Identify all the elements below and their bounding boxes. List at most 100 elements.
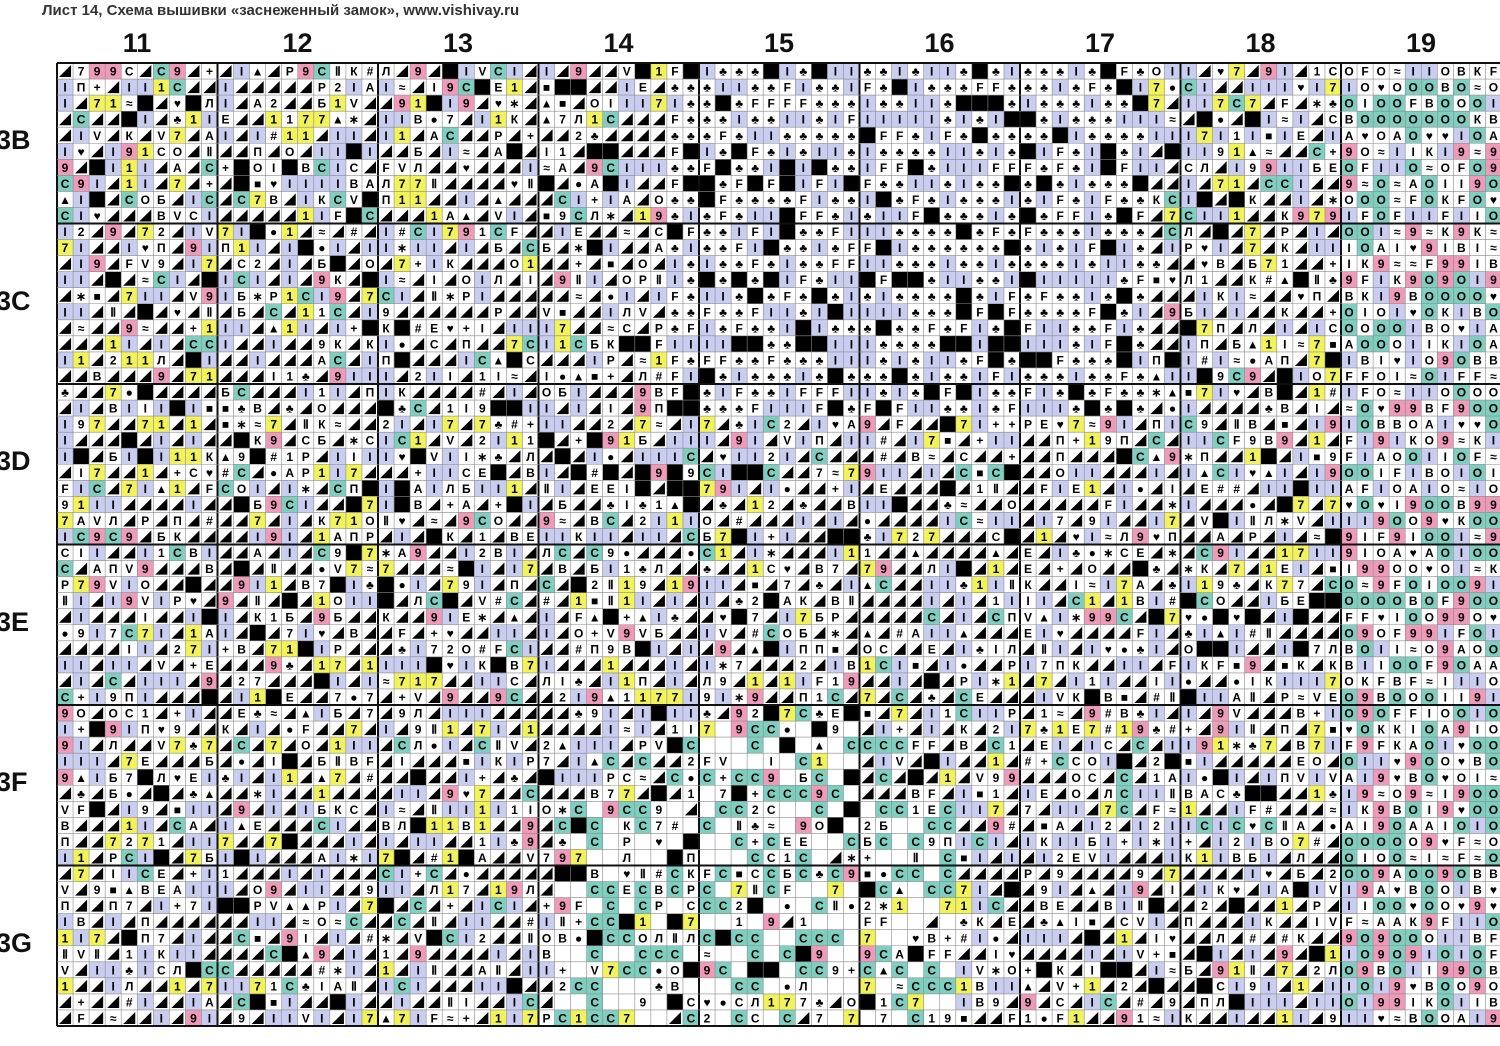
svg-text:I: I — [272, 161, 275, 175]
svg-text:♣: ♣ — [1008, 81, 1016, 95]
svg-text:I: I — [1315, 466, 1318, 480]
svg-text:E: E — [430, 321, 438, 335]
svg-text:7: 7 — [672, 691, 679, 705]
svg-text:I: I — [1187, 129, 1190, 143]
svg-text:7: 7 — [511, 337, 518, 351]
svg-text:I: I — [1187, 370, 1190, 384]
svg-text:♣: ♣ — [719, 305, 727, 319]
svg-text:I: I — [657, 450, 660, 464]
svg-text:+: + — [1185, 723, 1192, 737]
svg-text:♣: ♣ — [671, 129, 679, 143]
svg-text:♣: ♣ — [494, 418, 502, 432]
svg-text:E: E — [880, 482, 888, 496]
svg-text:I: I — [1283, 642, 1286, 656]
svg-text:I: I — [625, 81, 628, 95]
svg-text:I: I — [1155, 161, 1158, 175]
svg-text:В: В — [1409, 594, 1418, 608]
svg-text:I: I — [1203, 305, 1206, 319]
svg-text:♣: ♣ — [687, 257, 695, 271]
svg-text:1: 1 — [527, 723, 534, 737]
svg-text:С: С — [61, 209, 70, 223]
svg-text:F: F — [976, 81, 983, 95]
svg-text:F: F — [752, 97, 759, 111]
svg-text:9: 9 — [399, 707, 406, 721]
svg-text:9: 9 — [736, 434, 743, 448]
svg-text:I: I — [368, 241, 371, 255]
svg-text:♣: ♣ — [671, 209, 679, 223]
svg-text:В: В — [1441, 81, 1450, 95]
svg-text:+: + — [591, 193, 598, 207]
svg-text:А: А — [847, 418, 856, 432]
svg-text:#: # — [495, 594, 502, 608]
svg-text:7: 7 — [78, 578, 85, 592]
svg-text:F: F — [1056, 193, 1063, 207]
svg-text:С: С — [61, 546, 70, 560]
svg-text:I: I — [641, 530, 644, 544]
svg-text:I: I — [384, 723, 387, 737]
svg-text:E: E — [222, 113, 230, 127]
svg-text:9: 9 — [110, 691, 117, 705]
svg-text:♣: ♣ — [992, 193, 1000, 207]
svg-text:♣: ♣ — [1136, 65, 1144, 79]
svg-text:#: # — [1169, 594, 1176, 608]
column-label-12: 12 — [218, 28, 378, 59]
svg-text:♣: ♣ — [815, 81, 823, 95]
svg-text:V: V — [189, 289, 197, 303]
svg-text:I: I — [1235, 626, 1238, 640]
svg-text:♣: ♣ — [1024, 305, 1032, 319]
svg-text:9: 9 — [415, 546, 422, 560]
svg-text:I: I — [1428, 578, 1431, 592]
svg-text:Ⅱ: Ⅱ — [1009, 578, 1015, 592]
svg-text:П: П — [1168, 530, 1177, 544]
svg-text:9: 9 — [62, 161, 69, 175]
svg-text:I: I — [1283, 161, 1286, 175]
svg-text:I: I — [577, 386, 580, 400]
svg-text:I: I — [1091, 642, 1094, 656]
svg-text:А: А — [205, 626, 214, 640]
svg-text:1: 1 — [672, 723, 679, 737]
svg-text:С: С — [879, 578, 888, 592]
svg-text:9: 9 — [1346, 530, 1353, 544]
svg-text:I: I — [1363, 658, 1366, 672]
svg-text:I: I — [1139, 81, 1142, 95]
svg-text:1: 1 — [672, 514, 679, 528]
svg-text:♣: ♣ — [719, 113, 727, 127]
svg-text:I: I — [1171, 65, 1174, 79]
svg-text:F: F — [1008, 161, 1015, 175]
svg-text:I: I — [946, 273, 949, 287]
svg-text:А: А — [1457, 642, 1466, 656]
svg-text:F: F — [752, 225, 759, 239]
svg-text:I: I — [1107, 514, 1110, 528]
svg-text:9: 9 — [463, 225, 470, 239]
svg-text:I: I — [882, 723, 885, 737]
svg-text:I: I — [128, 450, 131, 464]
svg-text:1: 1 — [126, 353, 133, 367]
svg-text:≈: ≈ — [1458, 482, 1465, 496]
svg-text:Б: Б — [558, 498, 567, 512]
svg-text:О: О — [1441, 482, 1450, 496]
svg-text:9: 9 — [1217, 578, 1224, 592]
svg-text:I: I — [63, 434, 66, 448]
svg-text:I: I — [240, 65, 243, 79]
svg-text:V: V — [1297, 514, 1305, 528]
svg-text:I: I — [95, 498, 98, 512]
svg-text:К: К — [206, 450, 214, 464]
svg-text:В: В — [1489, 113, 1498, 127]
svg-text:I: I — [962, 161, 965, 175]
svg-text:О: О — [1376, 209, 1385, 223]
svg-text:●: ● — [61, 626, 68, 640]
svg-text:9: 9 — [110, 723, 117, 737]
svg-text:О: О — [1393, 658, 1402, 672]
svg-text:1: 1 — [174, 450, 181, 464]
svg-text:I: I — [1219, 241, 1222, 255]
svg-text:1: 1 — [302, 129, 309, 143]
svg-text:F: F — [1410, 97, 1417, 111]
svg-text:I: I — [1331, 241, 1334, 255]
svg-text:I: I — [160, 626, 163, 640]
svg-text:∗: ∗ — [830, 626, 840, 640]
svg-text:♣: ♣ — [912, 241, 920, 255]
svg-text:#: # — [511, 418, 518, 432]
svg-text:I: I — [160, 674, 163, 688]
svg-text:1: 1 — [238, 241, 245, 255]
svg-text:I: I — [400, 530, 403, 544]
